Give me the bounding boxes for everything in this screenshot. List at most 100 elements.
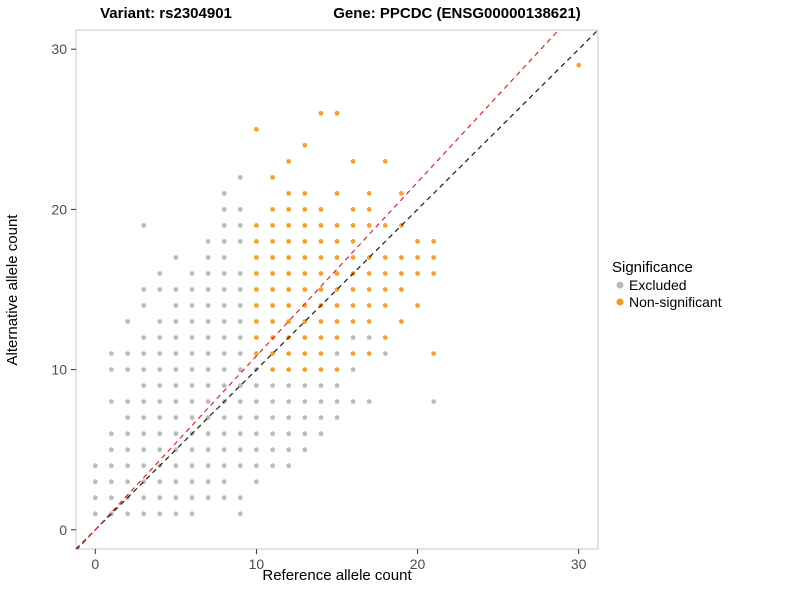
data-point xyxy=(366,399,372,404)
y-tick-label: 0 xyxy=(59,522,67,538)
data-point xyxy=(302,367,308,372)
data-point xyxy=(189,287,195,292)
data-point xyxy=(221,207,227,212)
data-point xyxy=(92,495,98,501)
data-point xyxy=(302,335,308,340)
data-point xyxy=(576,62,582,68)
data-point xyxy=(286,383,292,388)
data-point xyxy=(237,367,243,372)
data-point xyxy=(302,415,308,420)
data-point xyxy=(141,335,147,340)
legend-label-excluded: Excluded xyxy=(629,277,687,293)
data-point xyxy=(109,431,114,437)
data-point xyxy=(334,335,340,340)
data-point xyxy=(173,319,179,324)
data-point xyxy=(221,351,227,356)
x-axis-title: Reference allele count xyxy=(262,567,412,584)
data-point xyxy=(157,399,163,404)
data-point xyxy=(318,367,324,372)
data-point xyxy=(334,319,340,324)
excluded-dot-icon xyxy=(616,281,624,289)
data-point xyxy=(318,383,324,388)
data-point xyxy=(173,495,179,501)
data-point xyxy=(254,399,259,404)
data-point xyxy=(237,431,243,437)
data-point xyxy=(366,191,372,196)
data-point xyxy=(221,287,227,292)
data-point xyxy=(157,431,163,437)
data-point xyxy=(270,351,275,356)
data-point xyxy=(318,399,324,404)
data-point xyxy=(237,495,243,501)
data-point xyxy=(157,335,163,340)
data-point xyxy=(318,207,324,212)
data-point xyxy=(221,447,227,453)
data-point xyxy=(157,447,163,453)
data-point xyxy=(254,447,259,453)
data-point xyxy=(366,287,372,292)
data-point xyxy=(382,303,388,308)
y-tick-label: 30 xyxy=(51,41,67,57)
data-point xyxy=(350,255,356,260)
data-point xyxy=(173,303,179,308)
data-point xyxy=(399,255,404,260)
data-point xyxy=(189,319,195,324)
data-point xyxy=(286,351,292,356)
data-point xyxy=(205,319,211,324)
data-point xyxy=(286,447,292,453)
data-point xyxy=(237,319,243,324)
axes-layer: 0 10 20 30 0 10 20 30 xyxy=(51,41,586,572)
data-point xyxy=(157,319,163,324)
data-point xyxy=(399,191,404,196)
data-point xyxy=(270,431,275,437)
data-point xyxy=(189,447,195,453)
data-point xyxy=(270,399,275,404)
data-point xyxy=(318,239,324,244)
data-point xyxy=(350,399,356,404)
data-point xyxy=(350,319,356,324)
data-point xyxy=(221,431,227,437)
data-point xyxy=(334,110,340,116)
data-point xyxy=(189,271,195,276)
data-point xyxy=(221,415,227,420)
data-point xyxy=(270,463,275,469)
y-tick-label: 20 xyxy=(51,201,67,217)
data-point xyxy=(270,223,275,228)
data-point xyxy=(302,383,308,388)
fit-line xyxy=(76,30,560,549)
data-point xyxy=(431,271,437,276)
data-point xyxy=(366,303,372,308)
data-point xyxy=(125,367,130,372)
data-point xyxy=(350,223,356,228)
data-point xyxy=(286,191,292,196)
data-point xyxy=(254,287,259,292)
variant-title: Variant: rs2304901 xyxy=(100,5,232,22)
data-point xyxy=(189,383,195,388)
legend-item-excluded: Excluded xyxy=(616,277,687,293)
data-point xyxy=(92,511,98,517)
data-point xyxy=(125,463,130,469)
data-point xyxy=(189,303,195,308)
data-point xyxy=(350,287,356,292)
data-point xyxy=(221,463,227,469)
y-axis-title: Alternative allele count xyxy=(4,214,21,366)
data-point xyxy=(254,415,259,420)
data-point xyxy=(382,351,388,356)
non-significant-dot-icon xyxy=(616,298,624,306)
data-point xyxy=(205,351,211,356)
data-point xyxy=(270,383,275,388)
data-point xyxy=(189,479,195,485)
data-point xyxy=(366,351,372,356)
data-point xyxy=(125,351,130,356)
data-point xyxy=(286,255,292,260)
data-point xyxy=(157,511,163,517)
data-point xyxy=(141,367,147,372)
data-point xyxy=(286,431,292,437)
legend-label-non-significant: Non-significant xyxy=(629,294,722,310)
data-point xyxy=(399,271,404,276)
data-point xyxy=(286,399,292,404)
data-point xyxy=(270,319,275,324)
data-point xyxy=(270,447,275,453)
data-point xyxy=(237,223,243,228)
data-point xyxy=(157,495,163,501)
